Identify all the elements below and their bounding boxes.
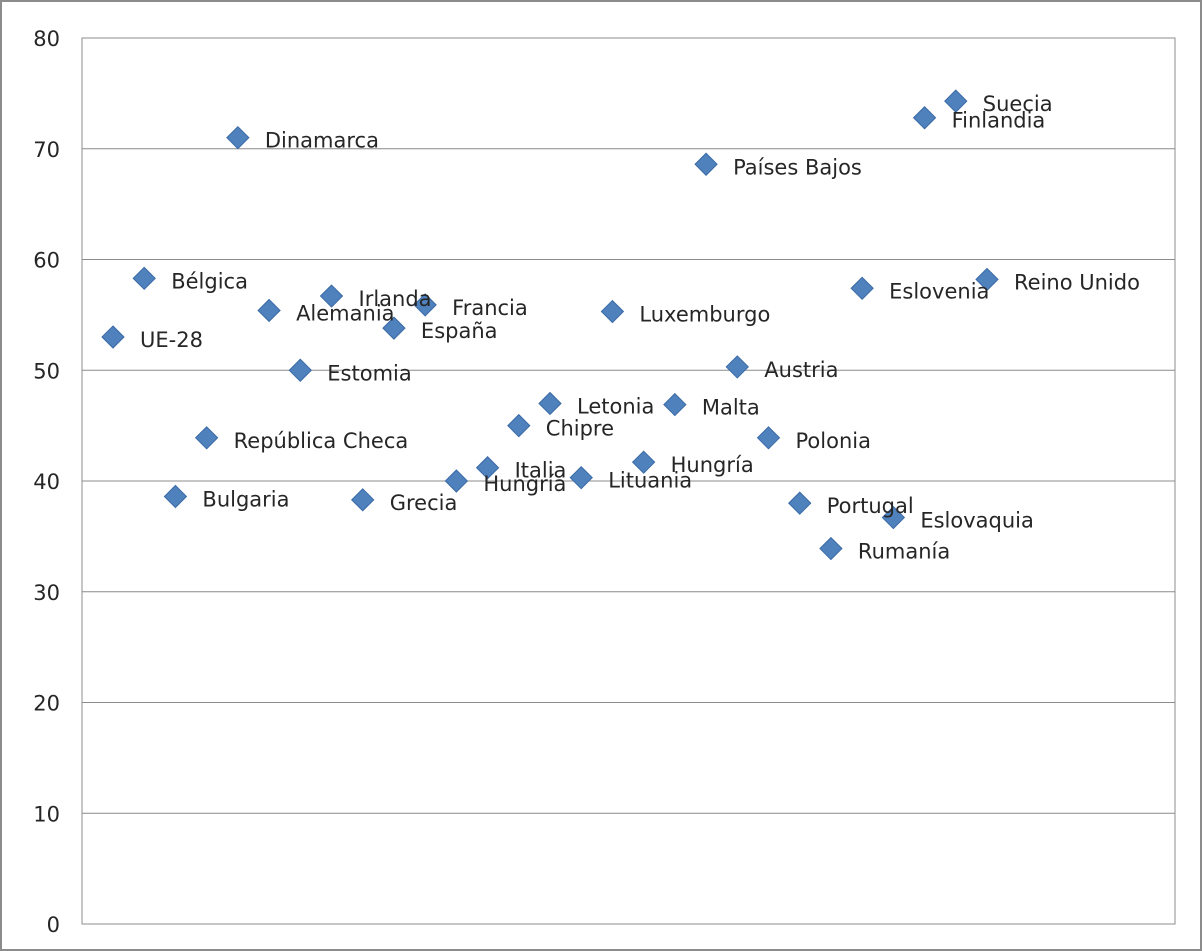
data-point xyxy=(444,469,469,493)
data-point xyxy=(663,392,687,417)
data-point xyxy=(288,358,312,382)
data-point xyxy=(226,125,250,150)
data-point xyxy=(881,505,906,530)
data-point xyxy=(194,426,219,450)
point-label: Hungría xyxy=(671,453,754,477)
data-point xyxy=(101,325,125,349)
data-point xyxy=(725,355,749,379)
point-label: Reino Unido xyxy=(1014,270,1140,294)
point-label: Irlanda xyxy=(359,287,432,311)
point-label: Grecia xyxy=(390,491,458,515)
data-point xyxy=(819,536,843,561)
y-tick-label: 40 xyxy=(33,470,60,494)
data-point xyxy=(600,299,625,324)
y-tick-label: 0 xyxy=(47,913,60,937)
point-labels: UE-28 Bélgica Bulgaria República Checa Dinam… xyxy=(140,92,1140,563)
point-label: Alemania xyxy=(296,301,394,325)
data-point xyxy=(132,266,156,291)
y-tick-label: 20 xyxy=(33,692,60,716)
data-point xyxy=(413,293,437,317)
y-tick-label: 80 xyxy=(33,27,60,51)
point-label: Austria xyxy=(764,358,838,382)
data-point xyxy=(257,298,281,323)
data-point xyxy=(694,152,718,176)
point-label: Polonia xyxy=(796,429,871,453)
data-point xyxy=(382,316,406,340)
point-label: Países Bajos xyxy=(733,155,862,179)
point-label: Eslovaquia xyxy=(920,509,1034,533)
data-point xyxy=(569,465,593,490)
y-tick-label: 60 xyxy=(33,249,60,273)
point-label: Bulgaria xyxy=(202,488,289,512)
data-point xyxy=(351,488,375,512)
point-label: Finlandia xyxy=(952,109,1046,133)
y-tick-label: 50 xyxy=(33,359,60,383)
point-label: República Checa xyxy=(234,429,409,453)
data-point xyxy=(631,450,656,474)
data-point xyxy=(538,391,562,416)
point-label: Portugal xyxy=(827,494,914,518)
data-point xyxy=(944,89,968,113)
point-label: UE-28 xyxy=(140,328,203,352)
data-point xyxy=(850,276,874,301)
grid-lines xyxy=(82,148,1175,814)
point-label: Rumanía xyxy=(858,540,950,564)
data-point xyxy=(475,456,500,480)
point-label: Letonia xyxy=(577,394,654,418)
point-label: Eslovenia xyxy=(889,279,989,303)
point-label: Luxemburgo xyxy=(639,303,770,327)
data-point xyxy=(756,426,781,450)
point-label: Hungría xyxy=(483,472,566,496)
y-axis-ticks: 0 10 20 30 40 50 60 70 80 xyxy=(33,27,60,937)
y-tick-label: 70 xyxy=(33,138,60,162)
data-point xyxy=(163,484,188,509)
point-label: Chipre xyxy=(546,417,614,441)
point-label: Estomia xyxy=(327,361,411,385)
point-label: Bélgica xyxy=(171,269,248,293)
plot-area xyxy=(81,37,1176,925)
data-point xyxy=(912,106,937,130)
point-label: Malta xyxy=(702,396,760,420)
data-point xyxy=(507,413,531,438)
point-label: España xyxy=(421,319,498,343)
data-point xyxy=(319,284,344,308)
point-label: Lituania xyxy=(608,469,692,493)
data-point xyxy=(788,491,812,515)
y-tick-label: 30 xyxy=(33,581,60,605)
point-label: Dinamarca xyxy=(265,129,379,153)
point-label: Italia xyxy=(515,459,567,483)
point-label: Francia xyxy=(452,296,528,320)
point-label: Suecia xyxy=(983,92,1053,116)
data-point xyxy=(975,267,999,292)
data-points xyxy=(101,89,999,561)
y-tick-label: 10 xyxy=(33,802,60,826)
